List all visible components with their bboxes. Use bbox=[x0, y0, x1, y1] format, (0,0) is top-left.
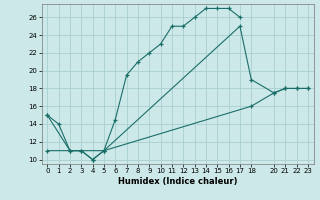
X-axis label: Humidex (Indice chaleur): Humidex (Indice chaleur) bbox=[118, 177, 237, 186]
